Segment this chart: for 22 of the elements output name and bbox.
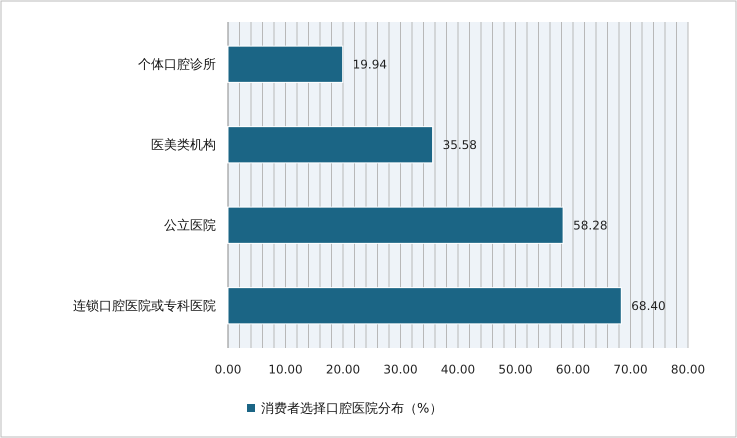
y-tick-label: 公立医院 — [164, 217, 216, 234]
x-tick-label: 80.00 — [670, 362, 706, 376]
data-label: 68.40 — [631, 298, 666, 313]
bar — [228, 287, 622, 324]
bar — [228, 126, 434, 164]
data-label: 19.94 — [352, 57, 388, 72]
x-tick-label: 40.00 — [440, 362, 476, 376]
x-tick-label: 70.00 — [613, 362, 648, 376]
y-tick-label: 个体口腔诊所 — [138, 57, 216, 72]
x-tick-label: 10.00 — [268, 362, 303, 376]
data-label: 35.58 — [442, 138, 477, 152]
y-tick-label: 连锁口腔医院或专科医院 — [73, 298, 216, 314]
x-tick-label: 60.00 — [556, 362, 590, 376]
x-tick-label: 50.00 — [498, 362, 533, 376]
y-tick-label: 医美类机构 — [151, 136, 216, 153]
bar — [228, 46, 344, 83]
x-tick-label: 0.00 — [214, 362, 242, 376]
x-tick-label: 30.00 — [383, 362, 418, 376]
data-label: 58.28 — [573, 218, 608, 232]
bar — [228, 206, 564, 244]
x-tick-label: 20.00 — [326, 362, 360, 376]
legend-label: 消费者选择口腔医院分布（%） — [261, 402, 442, 417]
